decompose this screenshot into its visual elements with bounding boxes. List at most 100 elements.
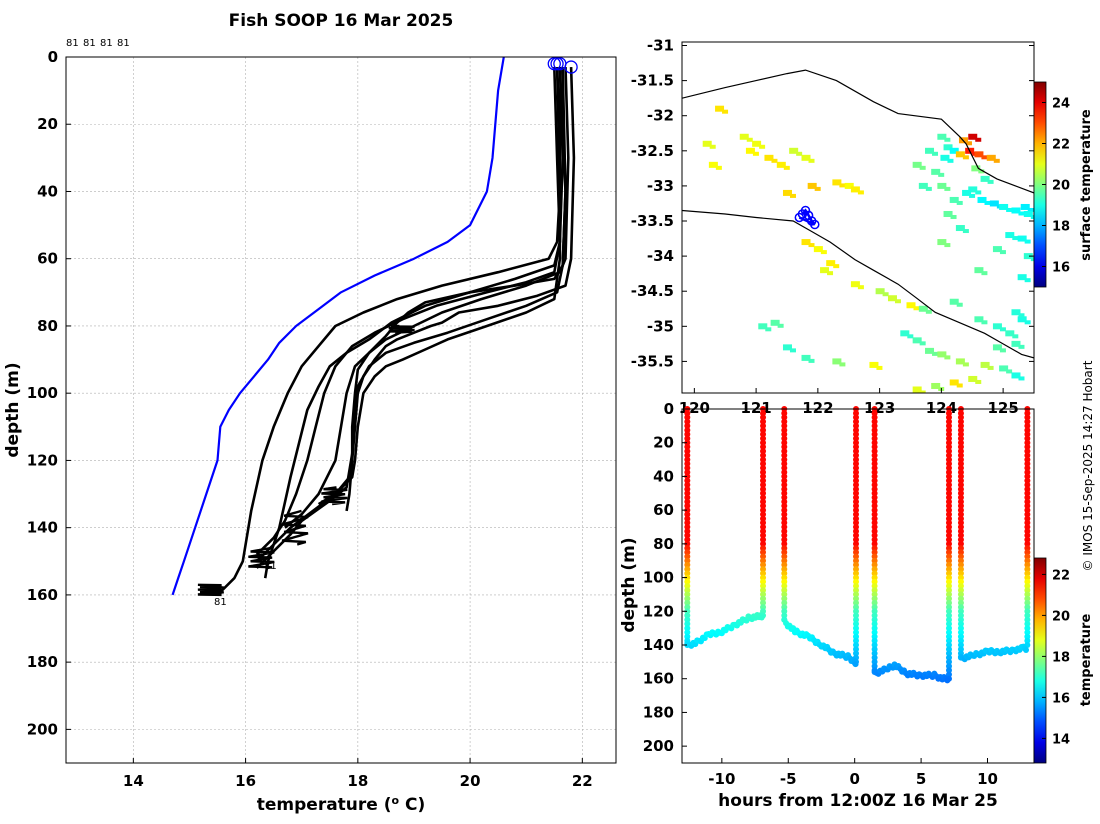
section-cast-point [957, 616, 964, 623]
profile-x-tick-label: 20 [460, 772, 481, 790]
map-sst-cell [925, 186, 932, 191]
profile-noise-2 [281, 509, 309, 546]
section-cast-point [853, 511, 860, 518]
section-cast-point [871, 532, 878, 539]
map-sst-cell [999, 203, 1009, 210]
section-cast-point [853, 515, 860, 522]
profile-y-tick-label: 0 [48, 48, 58, 66]
map-y-tick-label: -32.5 [631, 142, 674, 160]
section-cast-point [871, 473, 878, 480]
map-colorbar-label: surface temperature [1079, 109, 1094, 261]
map-sst-cell [844, 182, 854, 189]
map-sst-cell [801, 239, 811, 246]
section-cast-point [945, 524, 952, 530]
section-cast-point [871, 650, 878, 657]
map-sst-cell [739, 133, 749, 140]
section-cast-point [957, 410, 964, 417]
section-cast-point [760, 583, 767, 589]
section-cast-point [1024, 578, 1031, 585]
section-cast-point [781, 456, 788, 463]
section-cast-point [684, 633, 691, 640]
map-sst-cell [850, 186, 860, 193]
section-cast-point [781, 532, 788, 539]
map-sst-cell [777, 323, 784, 328]
section-cast-point [853, 646, 860, 653]
map-sst-cell [801, 154, 811, 161]
section-cast-point [760, 528, 767, 535]
section-cast-point [781, 473, 788, 480]
section-cast-point [1024, 502, 1031, 509]
map-track-marker [800, 205, 811, 216]
section-cast-point [760, 507, 767, 514]
profile-y-ticks: 0 20 40 60 80 100 120 140 160 180 200 [27, 48, 71, 738]
section-cast-point [853, 540, 860, 547]
profile-x-axis-label: temperature (o C) [257, 794, 426, 816]
map-sst-cell [969, 193, 976, 198]
map-sst-cell [1017, 274, 1027, 281]
section-cast-point [1024, 633, 1031, 640]
section-cast-point [945, 587, 952, 594]
section-cast-point [945, 448, 952, 455]
section-cast-point [853, 591, 860, 598]
map-colorbar-tick-label: 16 [1052, 261, 1070, 276]
section-cast-point [945, 578, 952, 585]
section-y-tick-label: 200 [643, 737, 674, 755]
section-cast-point [760, 477, 767, 484]
map-sst-cell [940, 154, 950, 161]
section-cast-point [871, 418, 878, 425]
map-sst-cell [906, 302, 916, 309]
map-sst-cell [801, 354, 811, 361]
section-cast-point [945, 604, 952, 611]
section-cast-point [760, 570, 767, 577]
section-cast-point [945, 561, 952, 568]
section-cast-point [945, 583, 952, 589]
section-cast-point [871, 545, 878, 552]
section-cast-point [781, 587, 788, 594]
map-coastline-north [682, 69, 1034, 194]
section-cast-point [853, 528, 860, 535]
section-cast-point [871, 502, 878, 509]
section-cast-point [957, 620, 964, 627]
map-sst-cell [907, 334, 914, 339]
section-cast-point [853, 599, 860, 606]
section-cast-point [1024, 604, 1031, 611]
map-sst-cell [1023, 210, 1033, 217]
section-cast-point [684, 519, 691, 526]
section-cast-point [684, 625, 691, 632]
section-cast-point [871, 490, 878, 497]
profile-y-tick-label: 80 [37, 317, 58, 335]
section-cast-point [945, 473, 952, 480]
section-data-points [684, 406, 1031, 684]
section-cast-point [684, 439, 691, 446]
map-sst-cell [956, 302, 963, 307]
map-sst-cell [832, 179, 842, 186]
section-cast-point [1024, 553, 1031, 560]
section-cast-point [957, 502, 964, 509]
section-cast-point [871, 637, 878, 644]
section-cast-point [957, 507, 964, 514]
map-sst-cell [913, 306, 920, 311]
section-cast-point [760, 456, 767, 463]
section-cast-point [945, 633, 952, 640]
section-cast-point [760, 536, 767, 543]
section-cast-point [781, 519, 788, 526]
section-cast-point [684, 502, 691, 509]
profile-x-ticks: 14 16 18 20 22 [123, 758, 593, 790]
section-cast-point [781, 494, 788, 501]
section-cast-point [1024, 545, 1031, 552]
section-y-tick-label: 160 [643, 670, 674, 688]
section-cast-point [957, 604, 964, 611]
map-sst-cell [1017, 235, 1027, 242]
section-cast-point [760, 540, 767, 547]
map-y-tick-label: -32 [647, 107, 674, 125]
map-sst-cell [770, 319, 780, 326]
map-colorbar-tick-label: 24 [1052, 97, 1070, 112]
map-sst-cell [1005, 330, 1015, 337]
map-sst-cell [758, 323, 768, 330]
section-cast-point [1024, 494, 1031, 501]
map-sst-cell [949, 298, 959, 305]
profile-series-profile-1 [216, 67, 562, 596]
map-sst-cell [975, 190, 982, 195]
section-cast-point [853, 460, 860, 467]
